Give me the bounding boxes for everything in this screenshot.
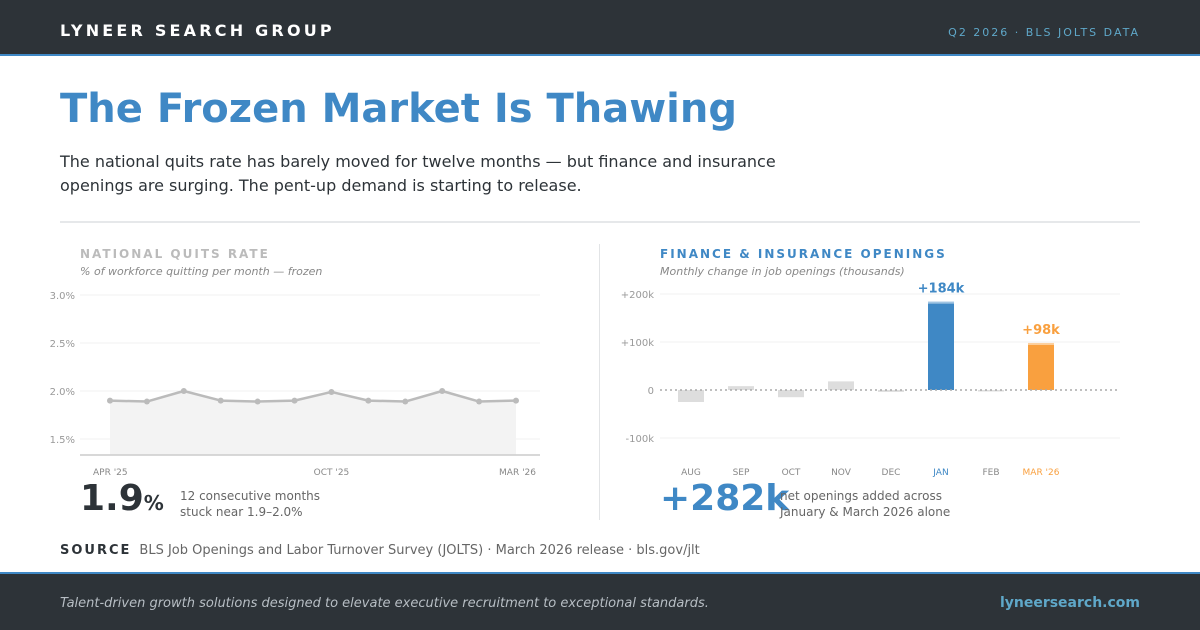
openings-note-line2: January & March 2026 alone xyxy=(780,505,951,519)
openings-panel-title: FINANCE & INSURANCE OPENINGS xyxy=(660,247,947,261)
openings-x-tick-label: AUG xyxy=(681,468,701,478)
openings-y-tick-label: +200k xyxy=(621,290,654,301)
quits-big-stat: 1.9% xyxy=(80,478,164,519)
quits-data-point xyxy=(217,397,224,404)
panel-divider xyxy=(599,244,600,520)
openings-x-tick-label: JAN xyxy=(932,468,948,478)
openings-x-tick-label: FEB xyxy=(982,468,999,478)
footer-tagline: Talent-driven growth solutions designed … xyxy=(60,596,709,611)
quits-note-line2: stuck near 1.9–2.0% xyxy=(180,505,303,519)
openings-y-tick-label: +100k xyxy=(621,338,654,349)
quits-data-point xyxy=(143,398,150,405)
brand-name: LYNEER SEARCH GROUP xyxy=(60,21,335,40)
quits-y-tick-label: 2.0% xyxy=(50,387,75,398)
page-subtitle: The national quits rate has barely moved… xyxy=(60,152,776,195)
source-line: SOURCE BLS Job Openings and Labor Turnove… xyxy=(60,543,700,558)
openings-x-tick-label: OCT xyxy=(782,468,801,478)
quits-series-line xyxy=(109,389,517,403)
quits-data-point xyxy=(180,388,187,394)
top-bar: LYNEER SEARCH GROUP Q2 2026 · BLS JOLTS … xyxy=(0,0,1200,56)
openings-bar xyxy=(928,301,954,390)
openings-stat-note: net openings added across January & Marc… xyxy=(780,488,950,520)
openings-bar xyxy=(878,390,904,392)
quits-area-fill xyxy=(110,391,516,455)
quits-data-point xyxy=(476,398,483,405)
quits-data-point xyxy=(254,398,261,405)
quits-note-line1: 12 consecutive months xyxy=(180,489,321,503)
openings-bar xyxy=(728,386,754,390)
quits-y-tick-label: 3.0% xyxy=(50,291,75,302)
footer-site-link[interactable]: lyneersearch.com xyxy=(999,595,1140,611)
openings-note-line1: net openings added across xyxy=(780,489,942,503)
quits-data-point xyxy=(513,397,519,404)
source-text: BLS Job Openings and Labor Turnover Surv… xyxy=(139,543,700,558)
quits-data-point xyxy=(107,397,113,404)
header-meta: Q2 2026 · BLS JOLTS DATA xyxy=(948,26,1140,39)
openings-x-tick-label: DEC xyxy=(882,468,901,478)
quits-panel-title: NATIONAL QUITS RATE xyxy=(80,247,270,261)
quits-stat-value: 1.9 xyxy=(80,478,144,519)
page-title: The Frozen Market Is Thawing xyxy=(60,86,737,132)
quits-y-tick-label: 1.5% xyxy=(50,435,75,446)
openings-bar xyxy=(828,381,854,390)
quits-data-point xyxy=(439,388,446,394)
quits-x-tick-label: MAR '26 xyxy=(499,468,536,478)
openings-y-tick-label: -100k xyxy=(626,434,655,445)
quits-data-point xyxy=(365,397,372,404)
openings-bar-cap xyxy=(1028,342,1054,345)
section-divider xyxy=(60,221,1140,223)
openings-bar xyxy=(778,390,804,398)
quits-stat-note: 12 consecutive months stuck near 1.9–2.0… xyxy=(180,488,320,520)
openings-data-label: +98k xyxy=(1022,323,1060,338)
openings-bar xyxy=(678,390,704,402)
quits-x-tick-label: OCT '25 xyxy=(314,468,350,478)
openings-x-tick-label: NOV xyxy=(831,468,852,478)
openings-big-stat: +282k xyxy=(660,478,790,519)
openings-data-label: +184k xyxy=(918,282,965,297)
quits-x-tick-label: APR '25 xyxy=(93,468,128,478)
quits-data-point xyxy=(328,388,335,395)
quits-y-tick-label: 2.5% xyxy=(50,339,75,350)
footer-bar: Talent-driven growth solutions designed … xyxy=(0,572,1200,630)
quits-data-point xyxy=(291,397,298,404)
openings-x-tick-label: SEP xyxy=(733,468,750,478)
openings-bar xyxy=(1028,342,1054,390)
source-label: SOURCE xyxy=(60,543,132,558)
openings-y-tick-label: 0 xyxy=(648,386,654,397)
openings-x-tick-label: MAR '26 xyxy=(1023,468,1060,478)
quits-panel-subtitle: % of workforce quitting per month — froz… xyxy=(80,265,323,278)
openings-bar-cap xyxy=(928,301,954,304)
openings-panel-subtitle: Monthly change in job openings (thousand… xyxy=(660,265,905,278)
quits-stat-unit: % xyxy=(143,491,164,515)
quits-data-point xyxy=(402,398,409,405)
